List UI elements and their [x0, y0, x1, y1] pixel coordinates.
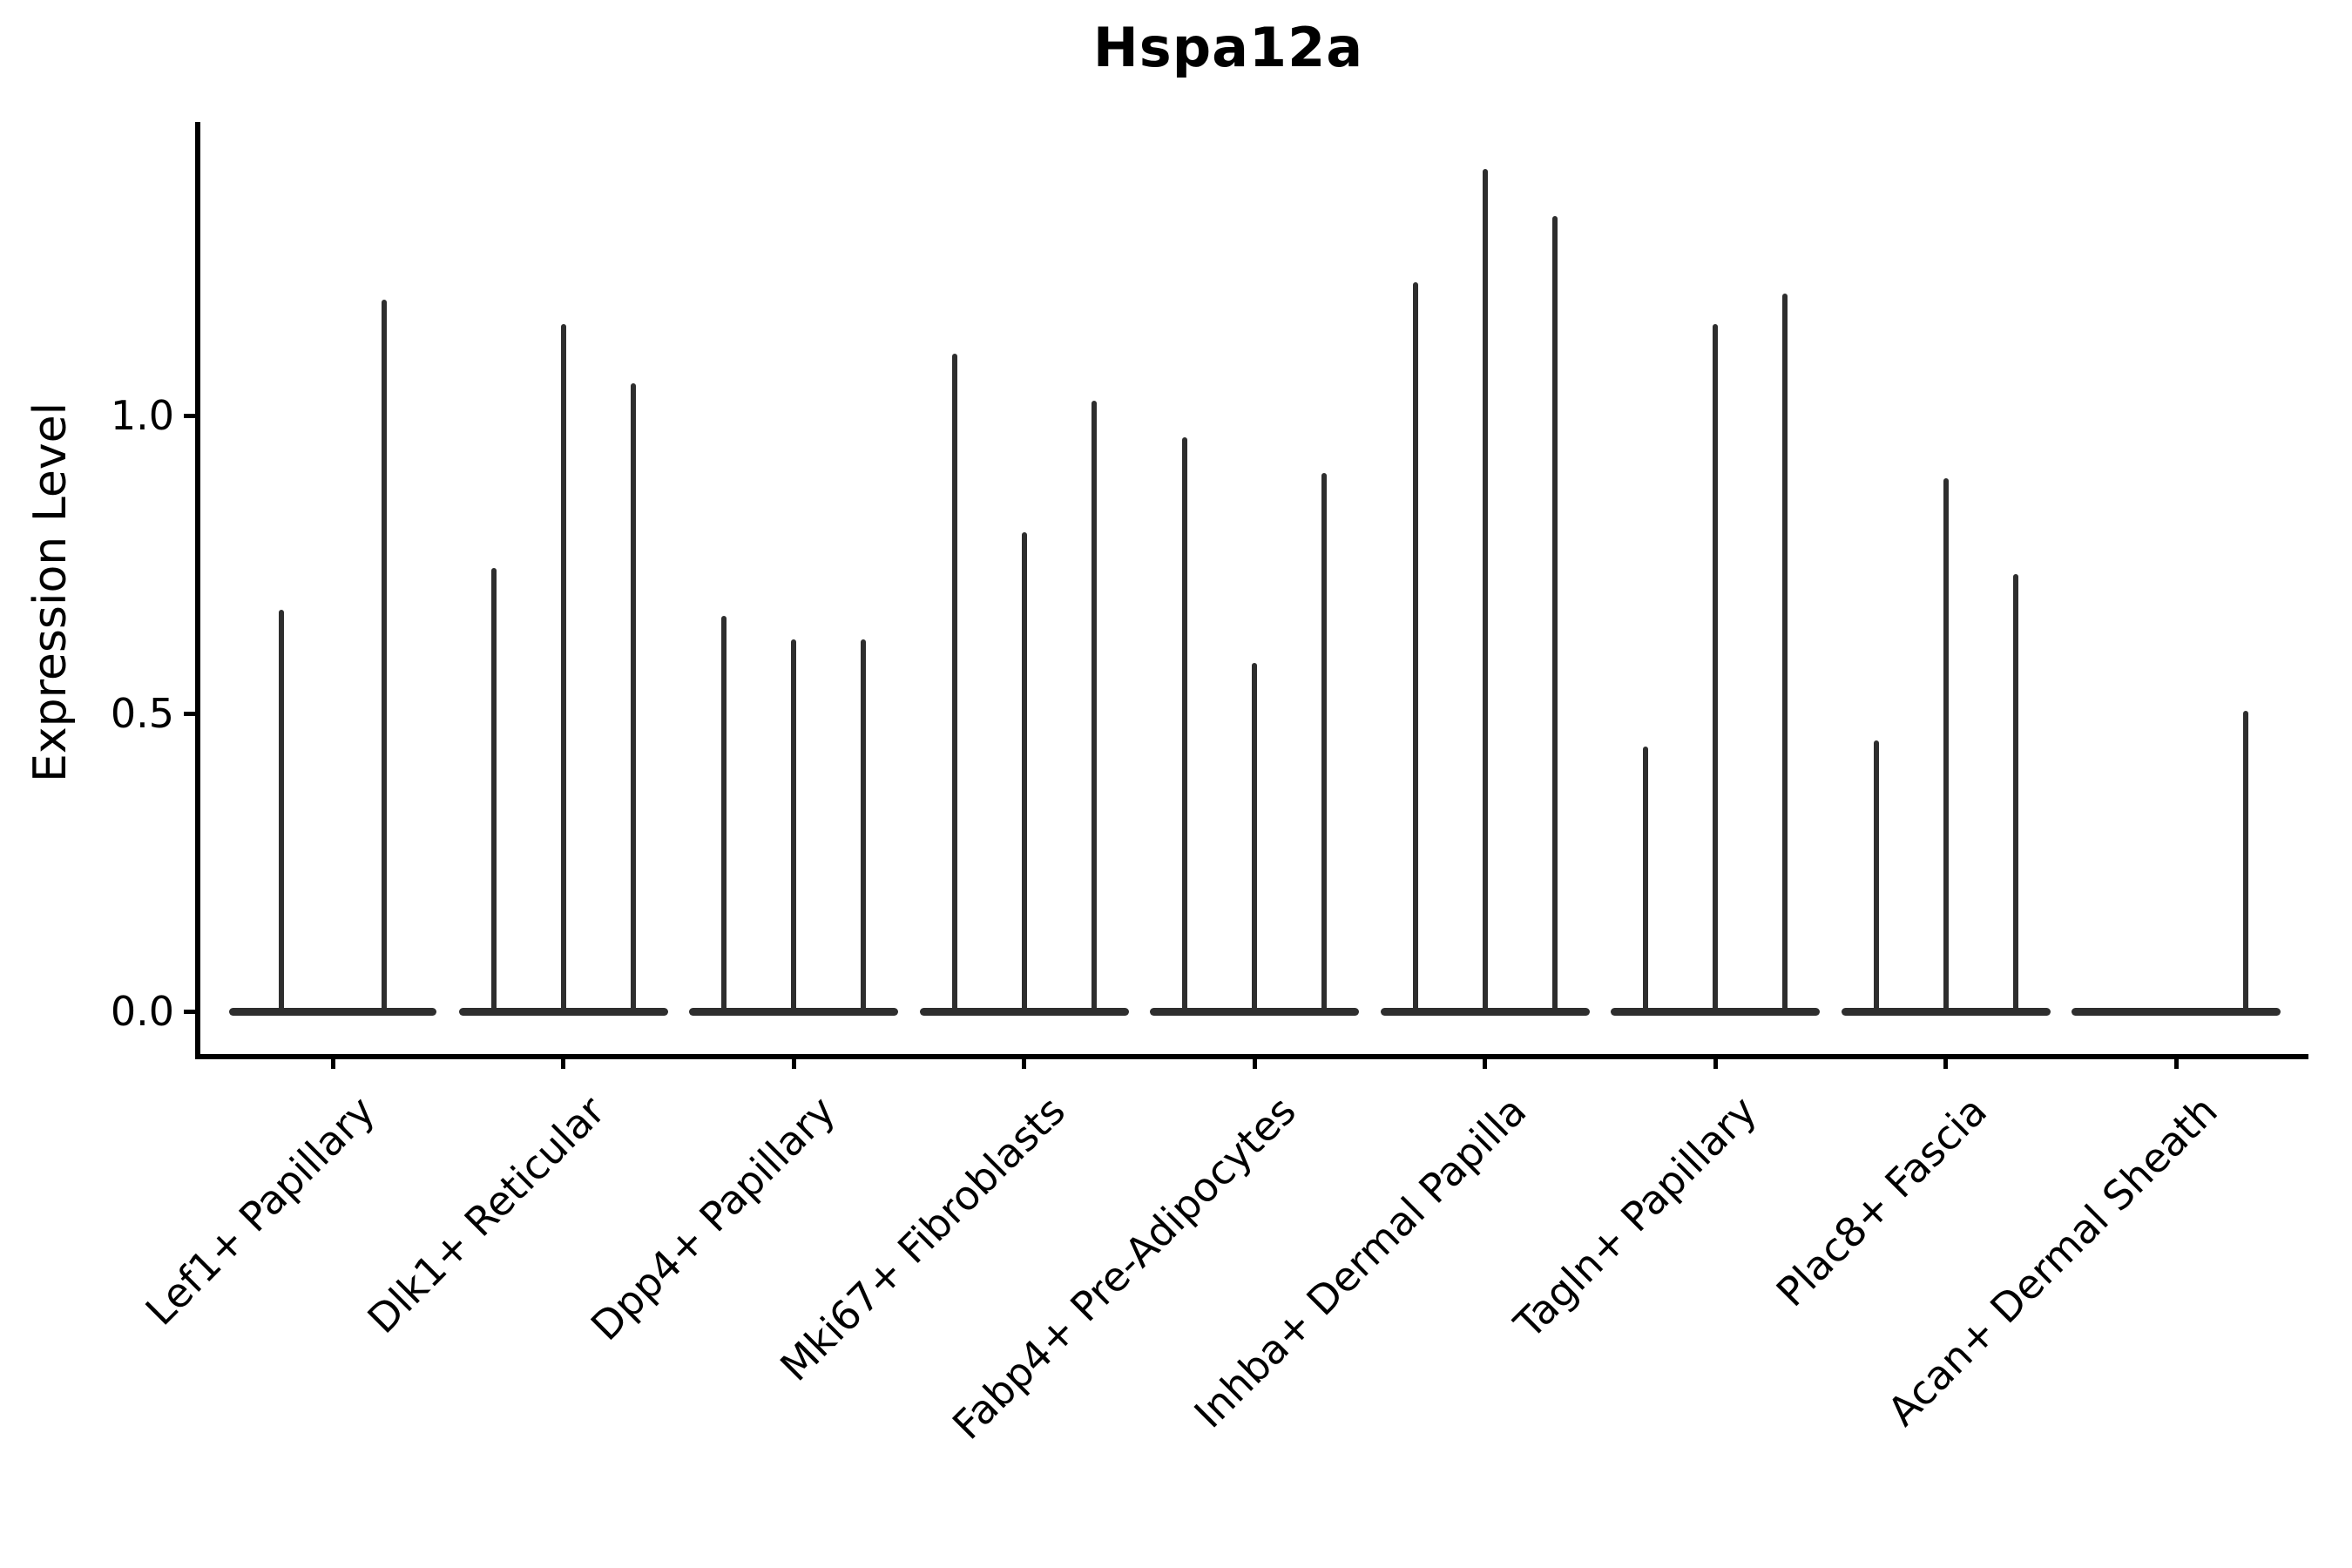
violin-spike: [1782, 294, 1788, 1015]
y-tick-mark: [184, 413, 198, 418]
x-tick-mark: [1252, 1054, 1257, 1069]
x-tick-label: Tagln+ Papillary: [1505, 1086, 1767, 1348]
x-tick-label: Lef1+ Papillary: [136, 1086, 384, 1335]
y-tick-mark: [184, 711, 198, 716]
violin-spike: [721, 615, 727, 1015]
y-tick-mark: [184, 1009, 198, 1014]
x-tick-mark: [1483, 1054, 1487, 1069]
violin-spike: [1713, 323, 1718, 1015]
violin-spike: [2243, 711, 2248, 1015]
y-axis-label: Expression Level: [24, 402, 77, 783]
violin-spike: [1182, 436, 1187, 1015]
y-tick-label: 1.0: [110, 392, 174, 439]
x-tick-label: Plac8+ Fascia: [1767, 1086, 1997, 1316]
x-tick-mark: [1713, 1054, 1718, 1069]
violin-spike: [951, 353, 957, 1015]
violin-spike: [1643, 747, 1648, 1015]
x-tick-mark: [1022, 1054, 1026, 1069]
violin-spike: [1551, 216, 1558, 1015]
x-tick-mark: [2173, 1054, 2179, 1069]
violin-spike: [1021, 531, 1027, 1015]
x-tick-mark: [561, 1054, 565, 1069]
violin-spike: [1321, 472, 1327, 1015]
x-tick-mark: [791, 1054, 796, 1069]
violin-spike: [560, 323, 566, 1015]
x-tick-label: Dpp4+ Papillary: [581, 1086, 845, 1350]
violin-spike: [1482, 168, 1488, 1015]
violin-spike: [490, 568, 497, 1015]
y-tick-label: 0.0: [110, 988, 174, 1035]
x-axis-spine: [195, 1054, 2308, 1059]
chart-title: Hspa12a: [1092, 16, 1364, 79]
violin-spike: [2012, 573, 2018, 1015]
violin-spike: [1873, 740, 1879, 1015]
x-tick-label: Dlk1+ Reticular: [358, 1086, 614, 1343]
x-tick-mark: [1943, 1054, 1948, 1069]
violin-spike: [630, 382, 636, 1015]
violin-baseline: [2072, 1007, 2281, 1016]
violin-spike: [382, 300, 387, 1015]
violin-spike: [861, 639, 866, 1015]
violin-spike: [1943, 478, 1949, 1015]
violin-spike: [791, 639, 796, 1015]
y-tick-label: 0.5: [110, 690, 174, 737]
y-axis-spine: [195, 122, 200, 1059]
violin-spike: [1252, 663, 1257, 1015]
x-tick-mark: [330, 1054, 335, 1069]
violin-baseline: [229, 1007, 436, 1016]
violin-spike: [1412, 281, 1418, 1015]
violin-spike: [1091, 401, 1097, 1015]
violin-spike: [279, 609, 284, 1015]
